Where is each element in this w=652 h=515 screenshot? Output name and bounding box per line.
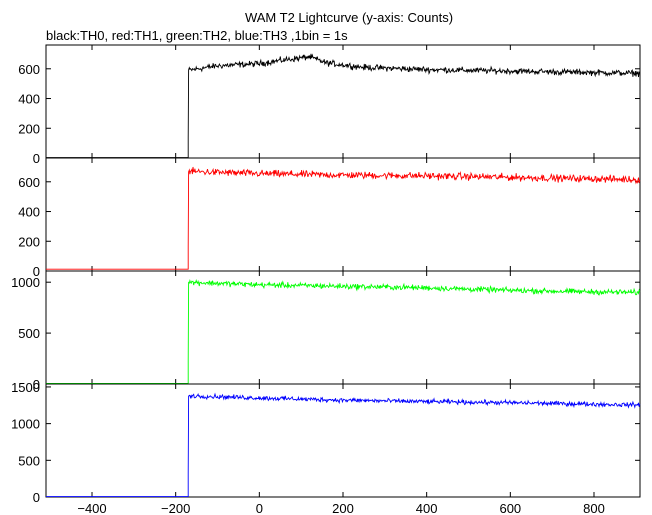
y-tick-label: 200	[18, 121, 40, 136]
y-tick-label: 1500	[11, 380, 40, 395]
y-tick-label: 600	[18, 175, 40, 190]
y-tick-label: 0	[33, 151, 40, 166]
y-tick-label: 400	[18, 205, 40, 220]
panel-0: 0 200 400 600	[18, 44, 641, 166]
panel-frame	[45, 270, 641, 385]
x-tick-label: 0	[256, 501, 263, 515]
y-tick-label: 0	[33, 490, 40, 505]
panel-frame	[45, 44, 641, 159]
panel-3: 0 500 1000 1500	[11, 380, 641, 505]
y-tick-label: 600	[18, 62, 40, 77]
y-tick-label: 500	[18, 453, 40, 468]
panels-group: 0200400600020040060005001000050010001500…	[11, 44, 641, 515]
chart-title: WAM T2 Lightcurve (y-axis: Counts)	[245, 10, 453, 25]
x-tick-label: 200	[332, 501, 354, 515]
series-line-0	[46, 53, 641, 159]
y-tick-label: 500	[18, 326, 40, 341]
x-tick-label: −400	[77, 501, 106, 515]
series-line-2	[46, 278, 641, 384]
panel-2: 0 500 1000	[11, 270, 641, 392]
y-tick-label: 400	[18, 92, 40, 107]
y-tick-label: 0	[33, 264, 40, 279]
y-tick-label: 0	[33, 377, 40, 392]
series-line-1	[46, 166, 641, 270]
y-tick-label: 1000	[11, 275, 40, 290]
series-line-3	[46, 392, 641, 498]
y-tick-label: 1000	[11, 417, 40, 432]
x-tick-label: −200	[161, 501, 190, 515]
y-tick-label: 200	[18, 234, 40, 249]
x-tick-label: 800	[583, 501, 605, 515]
panel-1: 0 200 400 600	[18, 157, 641, 279]
x-tick-label: 600	[499, 501, 521, 515]
x-tick-label: 400	[416, 501, 438, 515]
chart-subtitle: black:TH0, red:TH1, green:TH2, blue:TH3 …	[46, 28, 348, 43]
